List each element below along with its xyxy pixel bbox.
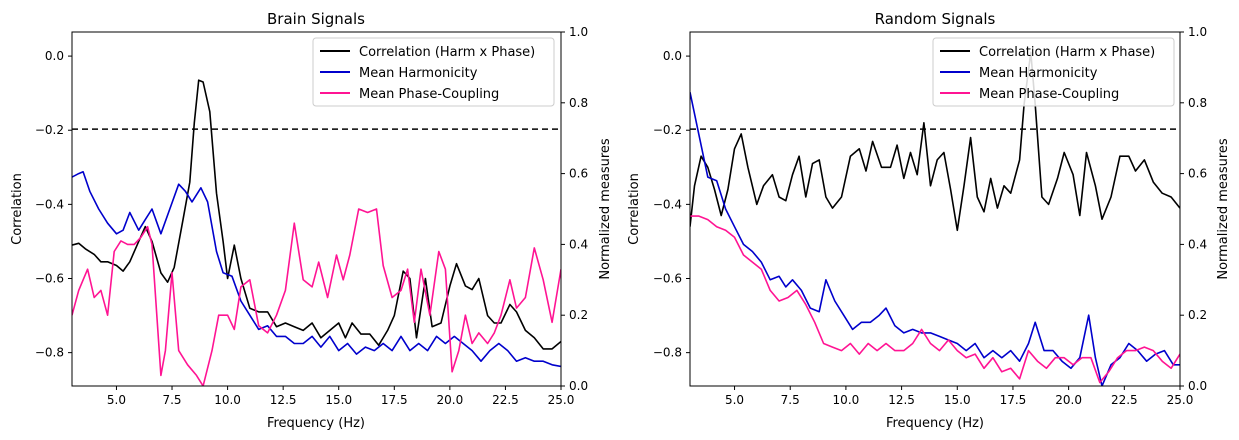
x-tick-label: 20.0 [437, 393, 464, 407]
y2-tick-label: 0.2 [569, 308, 588, 322]
legend-box [932, 37, 1175, 107]
y2-tick-label: 1.0 [569, 25, 588, 39]
y-tick-label: −0.4 [35, 197, 64, 211]
legend-box [312, 37, 555, 107]
x-tick-label: 10.0 [214, 393, 241, 407]
x-axis-label: Frequency (Hz) [267, 416, 365, 431]
plot-frame [71, 31, 562, 387]
x-tick-label: 25.0 [548, 393, 575, 407]
legend-label-correlation: Correlation (Harm x Phase) [359, 45, 535, 60]
x-tick-label: 20.0 [1055, 393, 1082, 407]
y2-tick-label: 0.4 [569, 237, 588, 251]
x-tick-label: 17.5 [381, 393, 408, 407]
y2-axis-label: Normalized measures [1216, 138, 1231, 280]
chart-title: Brain Signals [267, 10, 365, 28]
series-line-correlation-harm-x-phase [72, 79, 561, 350]
brain-signals-chart: Brain Signals 5.0 7.5 10.0 12.5 15.0 17.5 20.0… [10, 10, 613, 431]
y2-tick-label: 0.6 [569, 167, 588, 181]
x-tick-label: 7.5 [162, 393, 181, 407]
y-tick-label: −0.6 [35, 272, 64, 286]
y-tick-label: −0.8 [35, 346, 64, 360]
legend-label-harmonicity: Mean Harmonicity [359, 66, 478, 81]
y2-tick-label: 0.8 [569, 96, 588, 110]
series-line-mean-phase-coupling [72, 208, 561, 386]
legend-label-harmonicity: Mean Harmonicity [979, 66, 1098, 81]
y2-tick-label: 0.6 [1188, 167, 1207, 181]
x-tick-label: 17.5 [1000, 393, 1027, 407]
y-tick-label: −0.8 [653, 346, 682, 360]
y-axis-label: Correlation [627, 173, 642, 245]
series-line-mean-harmonicity [690, 92, 1180, 386]
y2-tick-label: 1.0 [1188, 25, 1207, 39]
y-tick-label: −0.2 [35, 123, 64, 137]
x-tick-label: 15.0 [944, 393, 971, 407]
random-signals-chart: Random Signals 5.0 7.5 10.0 12.5 15.0 17.5 20.… [627, 10, 1231, 431]
y2-tick-label: 0.0 [1188, 379, 1207, 393]
y-tick-label: −0.2 [653, 123, 682, 137]
x-axis-label: Frequency (Hz) [886, 416, 984, 431]
plot-frame [689, 31, 1181, 387]
legend-label-phase-coupling: Mean Phase-Coupling [359, 87, 499, 102]
x-tick-label: 22.5 [1111, 393, 1138, 407]
legend: Correlation (Harm x Phase) Mean Harmonic… [932, 37, 1175, 107]
x-tick-label: 5.0 [725, 393, 744, 407]
x-tick-label: 22.5 [492, 393, 519, 407]
x-tick-label: 12.5 [270, 393, 297, 407]
y-axis-label: Correlation [10, 173, 25, 245]
y-tick-label: −0.4 [653, 197, 682, 211]
chart-title: Random Signals [875, 10, 996, 28]
y-tick-label: −0.6 [653, 272, 682, 286]
x-tick-label: 25.0 [1167, 393, 1194, 407]
series-line-mean-phase-coupling [690, 215, 1180, 384]
x-tick-label: 12.5 [888, 393, 915, 407]
y2-tick-label: 0.4 [1188, 237, 1207, 251]
y-tick-label: 0.0 [45, 49, 64, 63]
x-tick-label: 7.5 [781, 393, 800, 407]
x-tick-label: 10.0 [833, 393, 860, 407]
y2-tick-label: 0.2 [1188, 308, 1207, 322]
legend-label-correlation: Correlation (Harm x Phase) [979, 45, 1155, 60]
series-line-correlation-harm-x-phase [690, 51, 1180, 232]
y2-tick-label: 0.8 [1188, 96, 1207, 110]
x-tick-label: 15.0 [325, 393, 352, 407]
y2-axis-label: Normalized measures [598, 138, 613, 280]
y2-tick-label: 0.0 [569, 379, 588, 393]
legend-label-phase-coupling: Mean Phase-Coupling [979, 87, 1119, 102]
y-tick-label: 0.0 [663, 49, 682, 63]
series-line-mean-harmonicity [72, 171, 561, 368]
legend: Correlation (Harm x Phase) Mean Harmonic… [312, 37, 555, 107]
x-tick-label: 5.0 [107, 393, 126, 407]
